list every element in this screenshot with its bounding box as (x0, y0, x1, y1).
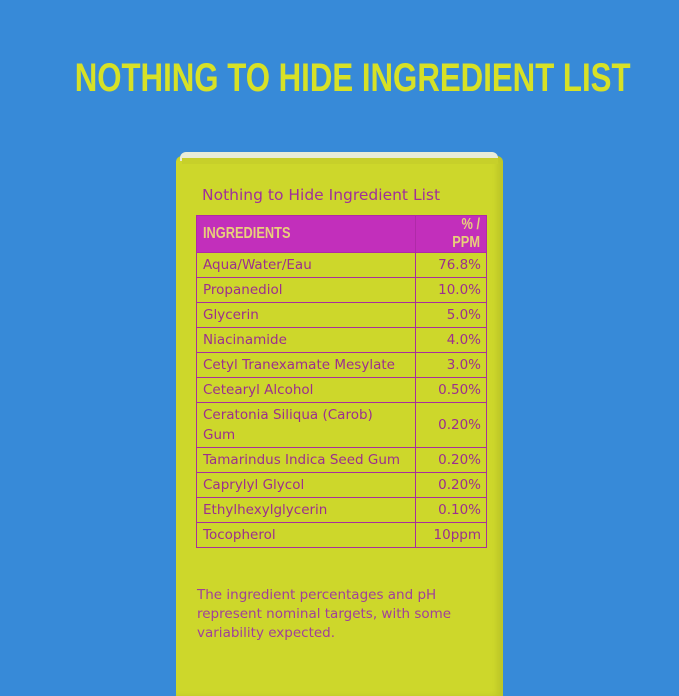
ingredient-amount: 0.10% (415, 497, 487, 523)
header-ingredients: INGREDIENTS (196, 215, 416, 253)
disclaimer-note: The ingredient percentages and pH repres… (197, 587, 452, 641)
ingredient-name: Niacinamide (196, 327, 416, 353)
table-row: Caprylyl Glycol 0.20% (196, 472, 487, 498)
ingredient-amount: 0.20% (415, 402, 487, 448)
ingredient-name: Ethylhexylglycerin (196, 497, 416, 523)
table-row: Ceratonia Siliqua (Carob) Gum 0.20% (196, 402, 487, 448)
table-header: INGREDIENTS % / PPM (196, 215, 487, 253)
header-label: INGREDIENTS (203, 225, 291, 242)
ingredient-name: Propanediol (196, 277, 416, 303)
table-row: Ethylhexylglycerin 0.10% (196, 497, 487, 523)
table-row: Glycerin 5.0% (196, 302, 487, 328)
table-row: Tocopherol 10ppm (196, 522, 487, 548)
ingredient-table: INGREDIENTS % / PPM Aqua/Water/Eau 76.8% P… (196, 215, 487, 548)
table-row: Cetearyl Alcohol 0.50% (196, 377, 487, 403)
ingredient-amount: 5.0% (415, 302, 487, 328)
box-title: Nothing to Hide Ingredient List (202, 186, 441, 204)
ingredient-amount: 10ppm (415, 522, 487, 548)
headline: NOTHING TO HIDE INGREDIENT LIST (74, 56, 631, 100)
ingredient-amount: 76.8% (415, 252, 487, 278)
header-label: % / PPM (452, 216, 480, 251)
ingredient-name: Aqua/Water/Eau (196, 252, 416, 278)
ingredient-amount: 0.20% (415, 472, 487, 498)
ingredient-name: Cetearyl Alcohol (196, 377, 416, 403)
ingredient-amount: 0.20% (415, 447, 487, 473)
ingredient-amount: 10.0% (415, 277, 487, 303)
table-row: Aqua/Water/Eau 76.8% (196, 252, 487, 278)
ingredient-amount: 0.50% (415, 377, 487, 403)
table-row: Niacinamide 4.0% (196, 327, 487, 353)
ingredient-name: Cetyl Tranexamate Mesylate (196, 352, 416, 378)
ingredient-name: Tamarindus Indica Seed Gum (196, 447, 416, 473)
table-row: Tamarindus Indica Seed Gum 0.20% (196, 447, 487, 473)
ingredient-name: Caprylyl Glycol (196, 472, 416, 498)
box-lid-edge (182, 158, 498, 164)
box-lid (180, 152, 498, 161)
ingredient-amount: 4.0% (415, 327, 487, 353)
ingredient-name: Tocopherol (196, 522, 416, 548)
table-row: Cetyl Tranexamate Mesylate 3.0% (196, 352, 487, 378)
ingredient-name: Glycerin (196, 302, 416, 328)
ingredient-amount: 3.0% (415, 352, 487, 378)
header-amount: % / PPM (415, 215, 487, 253)
table-row: Propanediol 10.0% (196, 277, 487, 303)
ingredient-name: Ceratonia Siliqua (Carob) Gum (196, 402, 416, 448)
